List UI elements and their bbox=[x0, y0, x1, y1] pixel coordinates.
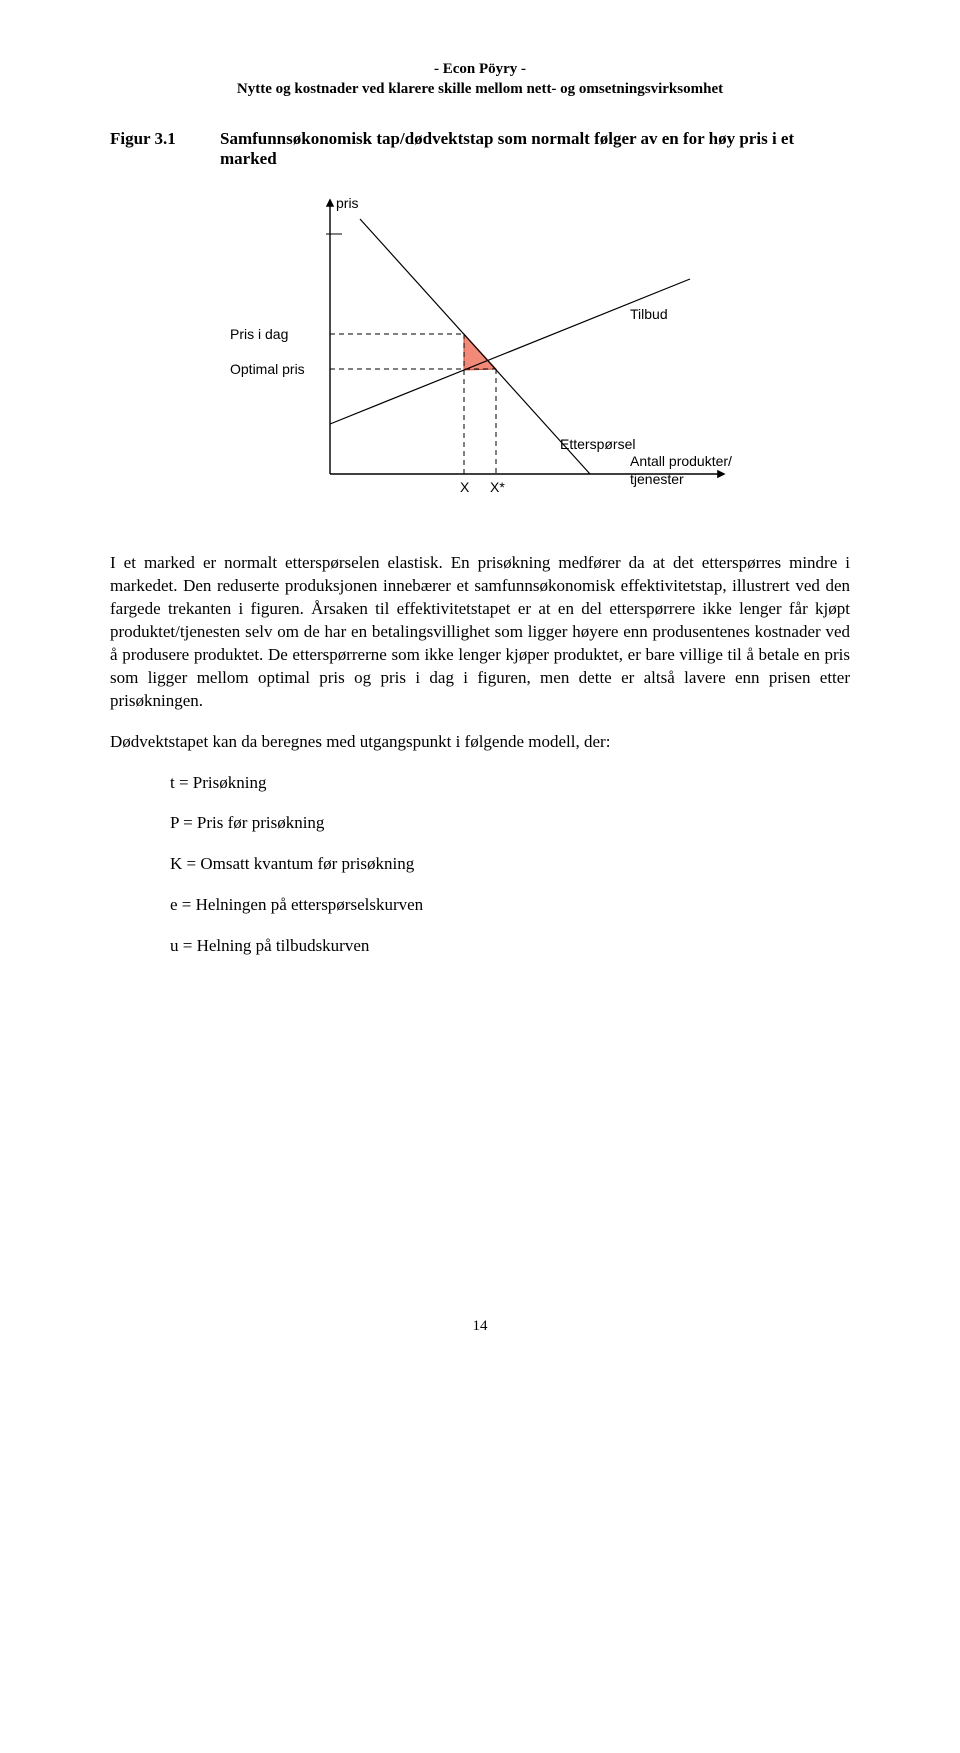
def-e: e = Helningen på etterspørselskurven bbox=[170, 894, 850, 917]
supply-demand-diagram: pris Pris i dag Optimal pris Tilbud Etterspø… bbox=[220, 184, 850, 524]
svg-text:X: X bbox=[460, 479, 470, 495]
figure-label: Figur 3.1 bbox=[110, 129, 220, 169]
header-line-2: Nytte og kostnader ved klarere skille me… bbox=[110, 80, 850, 100]
svg-text:pris: pris bbox=[336, 195, 359, 211]
svg-text:Optimal pris: Optimal pris bbox=[230, 361, 305, 377]
def-k: K = Omsatt kvantum før prisøkning bbox=[170, 853, 850, 876]
svg-text:Pris i dag: Pris i dag bbox=[230, 326, 288, 342]
svg-text:X*: X* bbox=[490, 479, 505, 495]
def-p: P = Pris før prisøkning bbox=[170, 812, 850, 835]
header-line-1: - Econ Pöyry - bbox=[110, 60, 850, 80]
paragraph-2: Dødvektstapet kan da beregnes med utgang… bbox=[110, 731, 850, 754]
figure-title: Figur 3.1 Samfunnsøkonomisk tap/dødvekts… bbox=[110, 129, 850, 169]
page-header: - Econ Pöyry - Nytte og kostnader ved kl… bbox=[110, 60, 850, 99]
svg-text:Etterspørsel: Etterspørsel bbox=[560, 436, 635, 452]
svg-text:tjenester: tjenester bbox=[630, 471, 684, 487]
svg-text:Tilbud: Tilbud bbox=[630, 306, 668, 322]
definition-list: t = Prisøkning P = Pris før prisøkning K… bbox=[170, 772, 850, 959]
figure-caption: Samfunnsøkonomisk tap/dødvektstap som no… bbox=[220, 129, 850, 169]
paragraph-1: I et marked er normalt etterspørselen el… bbox=[110, 552, 850, 713]
page-number: 14 bbox=[110, 1318, 850, 1335]
page: - Econ Pöyry - Nytte og kostnader ved kl… bbox=[0, 0, 960, 1375]
body-text: I et marked er normalt etterspørselen el… bbox=[110, 552, 850, 958]
def-u: u = Helning på tilbudskurven bbox=[170, 935, 850, 958]
def-t: t = Prisøkning bbox=[170, 772, 850, 795]
svg-text:Antall produkter/: Antall produkter/ bbox=[630, 453, 732, 469]
